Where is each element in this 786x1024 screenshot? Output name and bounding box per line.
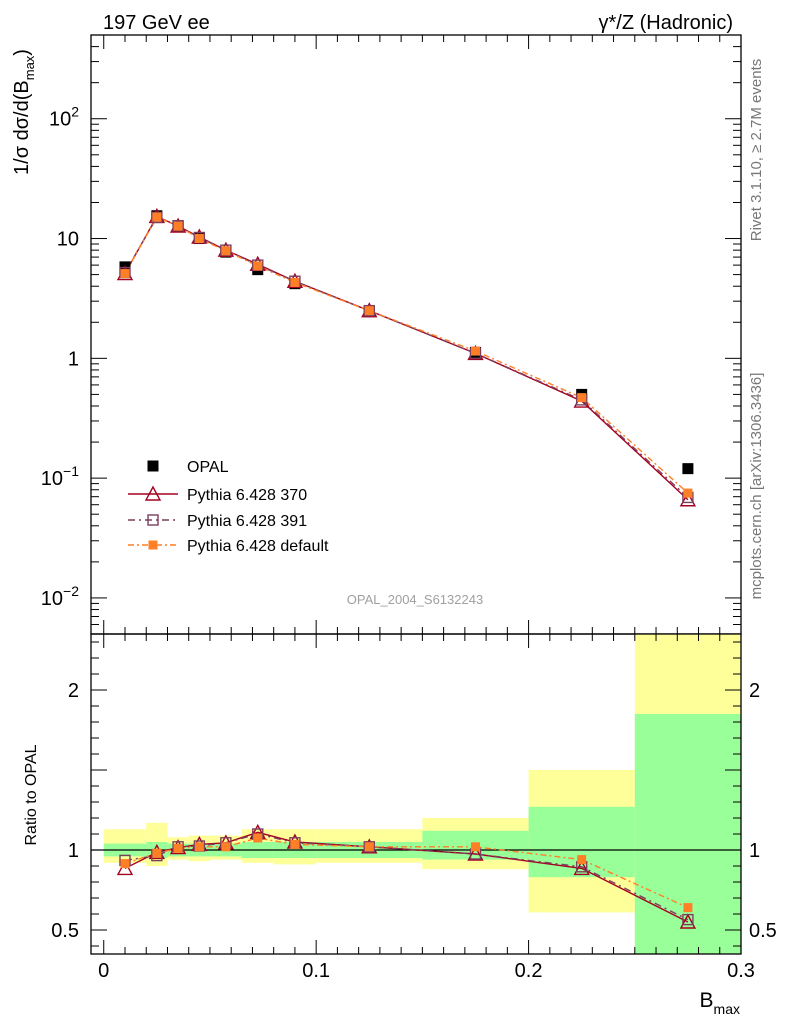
uncertainty-band-inner (634, 714, 741, 954)
data-point-square-filled (194, 234, 204, 244)
x-axis-label: Bmax (700, 989, 740, 1017)
x-tick-label: 0.3 (727, 960, 755, 982)
x-tick-label: 0.1 (302, 960, 330, 982)
legend-marker-square-open (147, 514, 159, 526)
ratio-point-square-filled (221, 842, 231, 852)
series-line-square-filled (124, 216, 689, 494)
ratio-point-square-filled (290, 839, 300, 849)
ratio-point-square-open (682, 913, 694, 926)
ratio-point-square-filled (470, 842, 480, 852)
tick-label-base: 1 (68, 348, 79, 370)
ratio-y-tick-label-left: 1 (68, 840, 79, 862)
ratio-point-triangle (573, 859, 590, 876)
ratio-point-square-filled (253, 833, 263, 843)
ratio-point-square-open (363, 841, 375, 853)
data-point-square-filled (364, 306, 374, 316)
tick-label-exponent: −2 (63, 583, 79, 599)
tick-label-base: 10 (41, 468, 63, 490)
main-y-tick-label: 10−1 (41, 463, 79, 490)
ratio-point-square-filled (577, 855, 587, 865)
ratio-y-tick-label-right: 2 (749, 680, 760, 702)
ratio-point-square-filled (194, 842, 204, 852)
tick-label-base: 10 (49, 109, 71, 131)
main-y-label-end: ) (11, 49, 33, 56)
data-point-square-filled (470, 346, 480, 356)
legend-label: Pythia 6.428 391 (187, 513, 307, 530)
mcplots-reference-label: mcplots.cern.ch [arXiv:1306.3436] (748, 373, 765, 600)
main-y-tick-label: 1 (68, 348, 79, 370)
data-point-square-filled (221, 246, 231, 256)
main-y-tick-label: 10−2 (41, 583, 79, 610)
tick-label-base: 10 (41, 588, 63, 610)
ratio-point-square-filled (364, 842, 374, 852)
data-point-square-filled (253, 261, 263, 271)
main-y-tick-label: 10 (57, 229, 79, 251)
data-point-square-filled (683, 488, 693, 498)
ratio-y-tick-label-right: 1 (749, 840, 760, 862)
analysis-id-label: OPAL_2004_S6132243 (347, 592, 483, 607)
x-tick-label: 0.2 (515, 960, 543, 982)
uncertainty-band-inner (528, 806, 635, 878)
tick-label-base: 10 (57, 229, 79, 251)
ratio-point-square-filled (683, 903, 693, 913)
legend-marker-square-filled (148, 540, 158, 550)
main-y-axis-label: 1/σ dσ/d(Bmax) (11, 49, 37, 175)
main-y-tick-label: 102 (49, 104, 79, 131)
x-label-subscript: max (714, 1001, 740, 1017)
header-process-label: γ*/Z (Hadronic) (599, 12, 733, 34)
data-point-square-filled (173, 221, 183, 231)
data-point-opal (682, 463, 694, 475)
ratio-point-triangle (679, 913, 697, 929)
legend-marker-triangle (144, 485, 162, 501)
data-point-square-filled (290, 277, 300, 287)
ratio-point-square-filled (152, 848, 162, 858)
x-label-text: B (700, 989, 714, 1012)
series-line-square-open (124, 216, 689, 498)
ratio-y-tick-label-right: 0.5 (749, 920, 777, 942)
legend-label: Pythia 6.428 default (187, 538, 329, 555)
data-point-square-filled (577, 393, 587, 403)
legend: OPAL Pythia 6.428 370 Pythia 6.428 391 Pyth… (128, 459, 329, 555)
legend-label: OPAL (187, 459, 229, 476)
ratio-panel-frame (90, 633, 742, 955)
x-tick-label: 0 (98, 960, 109, 982)
data-point-square-filled (120, 269, 130, 279)
data-point-square-open (172, 219, 184, 232)
data-point-triangle (679, 491, 697, 507)
ratio-point-square-filled (120, 859, 130, 869)
ratio-point-triangle (467, 845, 484, 861)
data-point-square-open (151, 211, 163, 224)
ratio-y-tick-label-left: 0.5 (51, 920, 79, 942)
tick-label-exponent: −1 (63, 463, 79, 479)
tick-label-exponent: 2 (71, 104, 79, 120)
main-y-label-subscript: max (22, 55, 37, 80)
header-energy-label: 197 GeV ee (103, 12, 210, 34)
ratio-y-axis-label: Ratio to OPAL (23, 744, 40, 845)
series-line-triangle (124, 215, 689, 501)
ratio-y-tick-label-left: 2 (68, 680, 79, 702)
ratio-panel: 0 0.1 0.2 0.3 0.5 0.5 1 1 2 2 (51, 35, 777, 982)
data-point-square-open (363, 304, 375, 317)
legend-marker-data (147, 460, 159, 472)
rivet-version-label: Rivet 3.1.10, ≥ 2.7M events (748, 59, 765, 242)
main-y-label-text: 1/σ dσ/d(B (11, 80, 33, 175)
data-point-square-filled (152, 212, 162, 222)
ratio-point-square-filled (173, 843, 183, 853)
legend-label: Pythia 6.428 370 (187, 487, 307, 504)
